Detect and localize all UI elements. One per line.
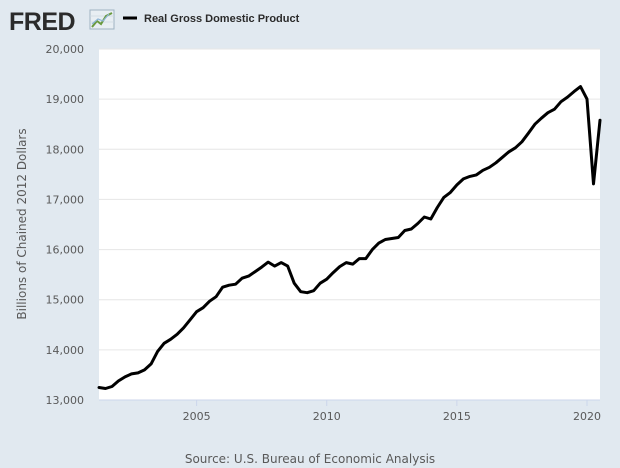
data-point[interactable] [362,255,370,263]
y-tick-label: 15,000 [46,294,85,307]
data-point[interactable] [427,215,435,223]
data-point[interactable] [108,383,116,391]
data-point[interactable] [551,105,559,113]
data-point[interactable] [414,220,422,228]
data-point[interactable] [407,225,415,233]
data-point[interactable] [180,324,188,332]
source-text: Source: U.S. Bureau of Economic Analysis [185,452,435,466]
data-point[interactable] [498,153,506,161]
y-axis-title: Billions of Chained 2012 Dollars [15,128,29,319]
data-point[interactable] [167,335,175,343]
logo-text: FRED [9,8,75,36]
legend-label: Real Gross Domestic Product [144,13,300,25]
data-point[interactable] [518,138,526,146]
series-line [97,85,602,390]
data-point[interactable] [245,272,253,280]
data-point[interactable] [557,98,565,106]
y-tick-label: 17,000 [46,193,85,206]
data-point[interactable] [290,279,298,287]
y-tick-label: 13,000 [46,394,85,407]
data-point[interactable] [511,144,519,152]
x-tick-label: 2020 [573,410,601,423]
data-point[interactable] [368,246,376,254]
data-point[interactable] [251,268,259,276]
data-point[interactable] [394,234,402,242]
data-point[interactable] [199,304,207,312]
data-point[interactable] [492,159,500,167]
data-point[interactable] [577,83,585,91]
data-point[interactable] [472,171,480,179]
x-tick-label: 2010 [313,410,341,423]
data-point[interactable] [485,163,493,171]
data-point[interactable] [564,93,572,101]
data-point[interactable] [453,181,461,189]
data-point[interactable] [173,330,181,338]
legend: Real Gross Domestic Product [123,13,300,25]
data-point[interactable] [446,188,454,196]
data-point[interactable] [583,95,591,103]
x-tick-label: 2005 [183,410,211,423]
data-point[interactable] [147,360,155,368]
plot-area [99,49,600,400]
x-axis: 2005 2010 2015 2020 [183,400,601,423]
data-point[interactable] [258,263,266,271]
data-point[interactable] [141,366,149,374]
y-axis: 13,000 14,000 15,000 16,000 17,000 18,000 19,0… [46,43,85,407]
data-point[interactable] [232,280,240,288]
y-tick-label: 18,000 [46,143,85,156]
data-point[interactable] [433,204,441,212]
data-point[interactable] [537,114,545,122]
data-point[interactable] [440,193,448,201]
y-tick-label: 14,000 [46,344,85,357]
data-point[interactable] [524,129,532,137]
data-point[interactable] [186,316,194,324]
series-layer [97,83,604,391]
data-point[interactable] [596,116,604,124]
fred-logo[interactable]: FRED [9,8,115,36]
data-point[interactable] [212,293,220,301]
y-tick-label: 20,000 [46,43,85,56]
data-point[interactable] [206,297,214,305]
data-point[interactable] [342,259,350,267]
line-graph-icon [89,9,115,30]
y-tick-label: 16,000 [46,244,85,257]
data-point[interactable] [329,269,337,277]
data-point[interactable] [531,120,539,128]
data-point[interactable] [284,262,292,270]
gridlines [99,48,600,351]
x-tick-label: 2015 [443,410,471,423]
data-point[interactable] [349,260,357,268]
data-point[interactable] [154,347,162,355]
data-point[interactable] [310,287,318,295]
data-point[interactable] [323,275,331,283]
data-point[interactable] [570,88,578,96]
data-point[interactable] [590,180,598,188]
y-tick-label: 19,000 [46,93,85,106]
